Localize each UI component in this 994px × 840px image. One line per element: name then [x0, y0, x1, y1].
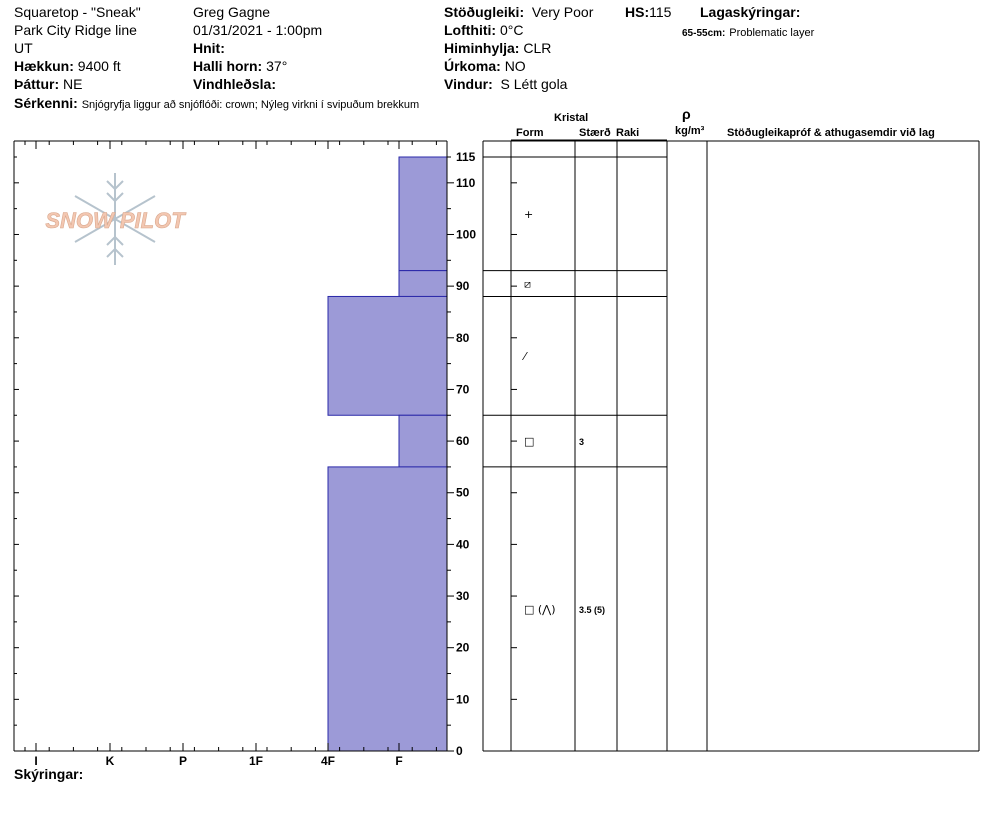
density-symbol: ρ — [682, 106, 691, 122]
wind-loading-label: Vindhleðsla: — [193, 76, 276, 92]
layer-note-text: Problematic layer — [729, 27, 815, 39]
density-unit: kg/m³ — [675, 125, 705, 137]
hardness-label: I — [34, 754, 37, 768]
state-name: UT — [14, 40, 33, 56]
layer-bar — [327, 466, 448, 752]
crystal-form: □ — [524, 435, 534, 448]
aspect-label: Þáttur: — [14, 76, 60, 92]
slope-value: 37° — [266, 58, 288, 74]
aspect-row: Þáttur: NE — [14, 76, 82, 92]
depth-tick-label: 50 — [456, 486, 470, 500]
layer-bar — [327, 295, 448, 416]
precip-label: Úrkoma: — [444, 58, 501, 74]
sky-row: Himinhylja: CLR — [444, 40, 551, 56]
precip-row: Úrkoma: NO — [444, 58, 526, 74]
depth-tick-label: 10 — [456, 692, 470, 706]
layer-bar — [398, 414, 448, 468]
stability-row: Stöðugleiki: Very Poor — [444, 4, 593, 20]
stability-value: Very Poor — [531, 4, 594, 20]
depth-tick-label: 30 — [456, 589, 470, 603]
layer-bar — [398, 270, 448, 297]
depth-tick-label: 115 — [456, 150, 476, 164]
depth-tick-label: 110 — [456, 176, 476, 190]
hardness-label: K — [106, 754, 115, 768]
sky-value: CLR — [523, 40, 552, 56]
crystal-size: 3 — [579, 437, 584, 447]
crystal-form: ⧄ — [524, 278, 531, 291]
hs-label: HS: — [625, 4, 650, 20]
features-row: Sérkenni: Snjógryfja liggur að snjóflóði… — [14, 95, 419, 113]
depth-tick-label: 20 — [456, 641, 470, 655]
moisture-header: Raki — [616, 127, 640, 139]
wind-label: Vindur: — [444, 76, 493, 92]
depth-tick-label: 70 — [456, 382, 470, 396]
range-name: Park City Ridge line — [14, 22, 137, 38]
wind-row: Vindur: S Létt gola — [444, 76, 567, 92]
notes-label: Skýringar: — [14, 766, 84, 782]
crystal-form: + — [524, 208, 533, 221]
air-temp-label: Lofthiti: — [444, 22, 497, 38]
hs-row: HS:115 — [625, 4, 671, 20]
location-name: Squaretop - "Sneak" — [14, 4, 141, 20]
air-temp-value: 0°C — [499, 22, 524, 38]
depth-tick-label: 80 — [456, 331, 470, 345]
crystal-form: □ (⋀) — [524, 603, 556, 616]
aspect-value: NE — [63, 76, 83, 92]
wind-value: S Létt gola — [500, 76, 568, 92]
stability-label: Stöðugleiki: — [444, 4, 525, 20]
coords-label: Hnit: — [193, 40, 225, 56]
crystal-header: Kristal — [554, 112, 589, 124]
slope-label: Halli horn: — [193, 58, 263, 74]
layer-notes-label: Lagaskýringar: — [700, 4, 801, 20]
hardness-label: 1F — [249, 754, 263, 768]
tests-header: Stöðugleikapróf & athugasemdir við lag — [727, 127, 935, 139]
size-header: Stærð — [579, 127, 611, 139]
hardness-label: P — [179, 754, 187, 768]
slope-row: Halli horn: 37° — [193, 58, 287, 74]
observer-name: Greg Gagne — [193, 4, 271, 20]
elevation-value: 9400 ft — [77, 58, 121, 74]
layer-note-row: 65-55cm: Problematic layer — [682, 23, 814, 42]
elevation-label: Hækkun: — [14, 58, 74, 74]
depth-tick-label: 90 — [456, 279, 470, 293]
depth-tick-label: 40 — [456, 537, 470, 551]
hs-value: 115 — [649, 4, 672, 20]
form-header: Form — [516, 127, 544, 139]
depth-tick-label: 60 — [456, 434, 470, 448]
layer-note-range: 65-55cm: — [682, 28, 726, 39]
depth-tick-label: 100 — [456, 227, 476, 241]
sky-label: Himinhylja: — [444, 40, 520, 56]
features-label: Sérkenni: — [14, 95, 78, 111]
features-value: Snjógryfja liggur að snjóflóði: crown; N… — [81, 99, 420, 111]
elevation-row: Hækkun: 9400 ft — [14, 58, 121, 74]
air-temp-row: Lofthiti: 0°C — [444, 22, 523, 38]
crystal-form: ⁄ — [521, 350, 528, 363]
layer-bar — [398, 156, 448, 272]
crystal-size: 3.5 (5) — [579, 605, 605, 615]
depth-tick-label: 0 — [456, 744, 463, 758]
hardness-label: F — [395, 754, 402, 768]
precip-value: NO — [504, 58, 526, 74]
hardness-label: 4F — [321, 754, 335, 768]
observation-datetime: 01/31/2021 - 1:00pm — [193, 22, 323, 38]
